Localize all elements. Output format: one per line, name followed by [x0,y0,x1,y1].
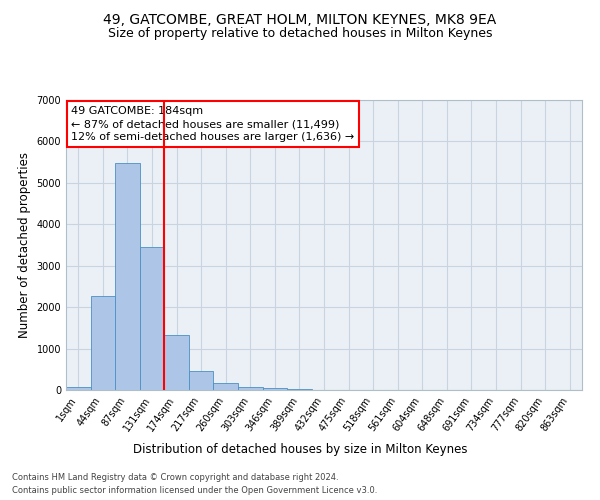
Bar [287,389,312,390]
Bar [140,247,164,390]
Bar [66,386,91,390]
Bar [214,384,238,390]
Y-axis label: Number of detached properties: Number of detached properties [18,152,31,338]
Text: Distribution of detached houses by size in Milton Keynes: Distribution of detached houses by size … [133,442,467,456]
Text: Contains public sector information licensed under the Open Government Licence v3: Contains public sector information licen… [12,486,377,495]
Bar [189,370,214,390]
Text: 49, GATCOMBE, GREAT HOLM, MILTON KEYNES, MK8 9EA: 49, GATCOMBE, GREAT HOLM, MILTON KEYNES,… [103,12,497,26]
Bar [238,386,263,390]
Bar [91,296,115,390]
Bar [115,164,140,390]
Text: Size of property relative to detached houses in Milton Keynes: Size of property relative to detached ho… [108,28,492,40]
Bar [164,336,189,390]
Text: Contains HM Land Registry data © Crown copyright and database right 2024.: Contains HM Land Registry data © Crown c… [12,472,338,482]
Text: 49 GATCOMBE: 184sqm
← 87% of detached houses are smaller (11,499)
12% of semi-de: 49 GATCOMBE: 184sqm ← 87% of detached ho… [71,106,355,142]
Bar [263,388,287,390]
